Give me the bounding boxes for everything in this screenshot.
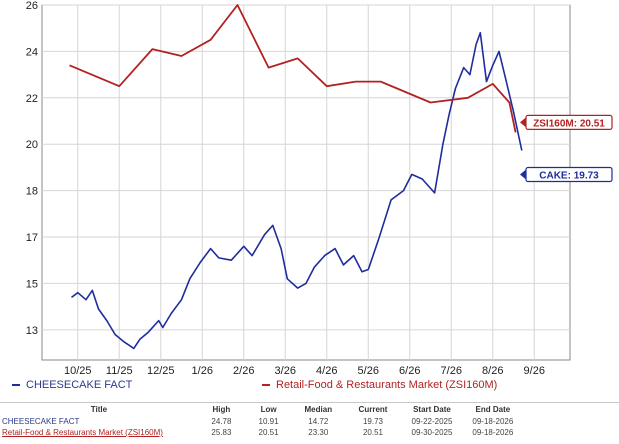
stats-cell-spacer xyxy=(523,427,619,438)
stats-cell-end-date: 09-18-2026 xyxy=(472,428,514,437)
stats-header-spacer xyxy=(523,403,619,416)
legend-item-zsi160m: Retail-Food & Restaurants Market (ZSI160… xyxy=(262,379,497,391)
y-tick-label: 18 xyxy=(26,186,38,198)
plot-area xyxy=(41,4,571,361)
legend-item-cake: CHEESECAKE FACT xyxy=(12,379,132,391)
x-tick-label: 1/26 xyxy=(192,365,213,377)
zsi160m-line xyxy=(69,4,517,133)
tag-pointer xyxy=(520,117,526,128)
stats-cell-start-date: 09-22-2025 xyxy=(411,417,453,426)
stats-cell-title: CHEESECAKE FACT xyxy=(2,417,80,426)
stats-header-high: High xyxy=(212,405,231,414)
y-tick-label: 22 xyxy=(26,93,38,105)
x-axis-ticks: 10/25 11/25 12/25 1/26 2/26 3/26 4/26 5/26 6/26 7… xyxy=(64,365,545,377)
stats-cell-low: 10.91 xyxy=(258,417,279,426)
stats-header-low: Low xyxy=(260,405,277,414)
stats-cell-low: 20.51 xyxy=(258,428,279,437)
y-tick-label: 26 xyxy=(26,0,38,12)
last-value-tags: CAKE: 19.73 ZSI160M: 20.51 xyxy=(520,114,613,183)
stats-header-row: Title High Low Median Current Start Date… xyxy=(0,403,619,416)
x-tick-label: 4/26 xyxy=(316,365,337,377)
x-tick-label: 2/26 xyxy=(233,365,254,377)
zsi160m-value-label: ZSI160M: 20.51 xyxy=(533,118,605,129)
x-tick-label: 11/25 xyxy=(106,365,133,377)
x-tick-label: 8/26 xyxy=(482,365,503,377)
x-tick-label: 5/26 xyxy=(358,365,379,377)
stats-row: CHEESECAKE FACT 24.78 10.91 14.72 19.73 … xyxy=(0,416,619,427)
y-tick-label: 17 xyxy=(26,232,38,244)
y-axis-ticks: 26 24 22 20 18 17 15 13 xyxy=(26,0,38,337)
price-chart: 26 24 22 20 18 17 15 13 10/25 11/25 12/25 1/26 2/26… xyxy=(26,0,613,377)
x-tick-label: 3/26 xyxy=(275,365,296,377)
stats-header-end-date: End Date xyxy=(475,405,511,414)
grid-lines xyxy=(42,4,570,360)
stats-cell-median: 14.72 xyxy=(308,417,329,426)
stats-cell-title[interactable]: Retail-Food & Restaurants Market (ZSI160… xyxy=(2,428,163,437)
x-tick-label: 6/26 xyxy=(399,365,420,377)
stats-header-median: Median xyxy=(304,405,333,414)
stats-header-current: Current xyxy=(358,405,388,414)
x-tick-label: 10/25 xyxy=(64,365,92,377)
stats-row: Retail-Food & Restaurants Market (ZSI160… xyxy=(0,427,619,438)
stats-cell-spacer xyxy=(523,416,619,427)
cake-value-label: CAKE: 19.73 xyxy=(539,170,599,181)
y-tick-label: 24 xyxy=(26,46,38,58)
stats-table: Title High Low Median Current Start Date… xyxy=(0,402,619,438)
stats-cell-median: 23.30 xyxy=(308,428,329,437)
legend-swatch-zsi160m xyxy=(262,384,270,387)
legend-label-zsi160m: Retail-Food & Restaurants Market (ZSI160… xyxy=(276,379,498,391)
legend-swatch-cake xyxy=(12,384,20,387)
stats-header-start-date: Start Date xyxy=(413,405,451,414)
stats-cell-high: 24.78 xyxy=(211,417,232,426)
y-tick-label: 20 xyxy=(26,139,38,151)
stats-cell-start-date: 09-30-2025 xyxy=(411,428,453,437)
y-tick-label: 15 xyxy=(26,278,38,290)
stats-cell-current: 20.51 xyxy=(362,428,384,437)
stats-cell-current: 19.73 xyxy=(362,417,384,426)
legend-label-cake: CHEESECAKE FACT xyxy=(26,379,133,391)
stats-cell-high: 25.83 xyxy=(211,428,232,437)
cake-price-line xyxy=(71,31,523,350)
series-lines xyxy=(69,4,523,350)
x-tick-label: 12/25 xyxy=(147,365,175,377)
y-tick-label: 13 xyxy=(26,325,38,337)
x-tick-label: 9/26 xyxy=(524,365,545,377)
x-tick-label: 7/26 xyxy=(441,365,462,377)
tag-pointer xyxy=(520,169,526,180)
stats-header-title: Title xyxy=(90,405,108,414)
stats-cell-end-date: 09-18-2026 xyxy=(472,417,514,426)
